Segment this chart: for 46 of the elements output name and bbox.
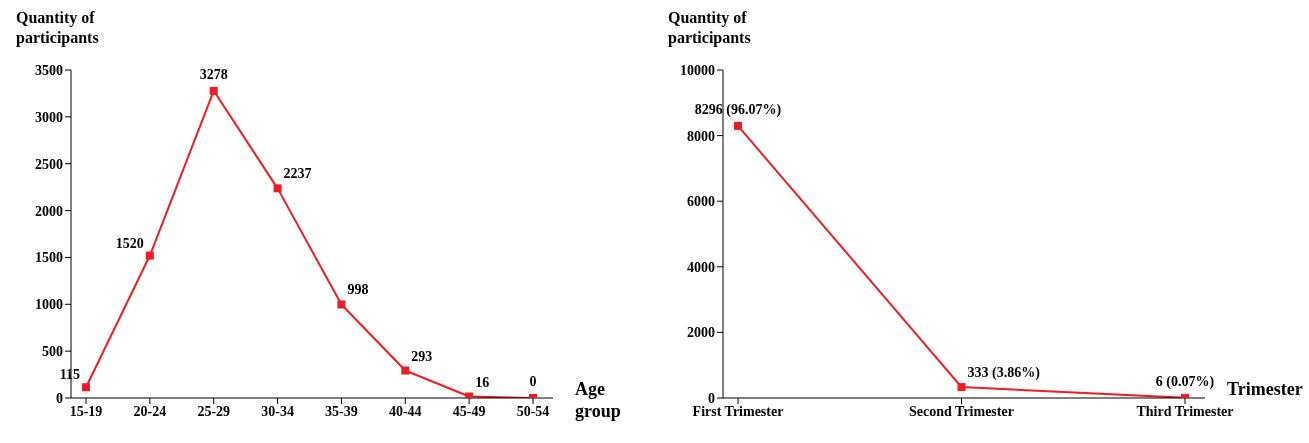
- y-tick-label: 2000: [35, 203, 63, 219]
- x-tick-label: 25-29: [197, 403, 231, 419]
- y-axis-title: Quantity of participants: [16, 8, 100, 48]
- x-tick-label: 45-49: [452, 403, 486, 419]
- x-axis-title: Age group: [575, 378, 621, 422]
- y-tick-label: 4000: [687, 259, 715, 275]
- y-tick-label: 8000: [687, 128, 715, 144]
- y-tick-label: 3500: [35, 62, 63, 78]
- y-tick-label: 500: [42, 344, 63, 360]
- data-label: 333 (3.86%): [967, 365, 1041, 382]
- data-label: 115: [59, 367, 80, 383]
- y-tick-label: 2500: [35, 156, 63, 172]
- x-tick-label: 20-24: [133, 403, 167, 419]
- point: [337, 300, 346, 309]
- data-label: 0: [529, 374, 537, 389]
- data-label: 6 (0.07%): [1155, 373, 1215, 390]
- point: [401, 366, 410, 375]
- data-label: 998: [347, 282, 369, 298]
- data-label: 1520: [115, 235, 144, 251]
- data-label: 293: [411, 348, 433, 364]
- point: [82, 383, 90, 392]
- y-axis-title: Quantity of participants: [668, 8, 752, 48]
- x-axis-title: Trimester: [1227, 378, 1303, 400]
- data-label: 2237: [283, 166, 312, 182]
- point: [145, 251, 154, 260]
- x-tick-label: 35-39: [325, 403, 358, 419]
- y-tick-label: 0: [708, 390, 715, 406]
- x-tick-label: Third Trimester: [1136, 403, 1234, 419]
- x-tick-label: Second Trimester: [909, 403, 1014, 419]
- data-label: 8296 (96.07%): [694, 101, 782, 118]
- y-tick-label: 3000: [35, 109, 63, 125]
- x-tick-label: 30-34: [261, 403, 294, 419]
- x-tick-label: 50-54: [516, 403, 550, 419]
- data-label: 3278: [199, 66, 228, 82]
- point: [209, 86, 218, 95]
- y-tick-label: 0: [56, 390, 63, 406]
- x-tick-label: First Trimester: [692, 403, 784, 419]
- y-tick-label: 1000: [35, 297, 63, 313]
- y-tick-label: 2000: [687, 325, 715, 341]
- y-tick-label: 10000: [680, 62, 715, 78]
- x-tick-label: 15-19: [69, 403, 103, 419]
- x-tick-label: 40-44: [388, 403, 422, 419]
- y-tick-label: 1500: [35, 250, 63, 266]
- y-tick-label: 6000: [687, 194, 715, 210]
- point: [273, 184, 282, 193]
- data-label: 16: [475, 374, 490, 390]
